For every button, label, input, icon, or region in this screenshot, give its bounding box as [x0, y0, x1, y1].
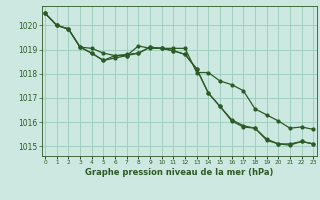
X-axis label: Graphe pression niveau de la mer (hPa): Graphe pression niveau de la mer (hPa): [85, 168, 273, 177]
